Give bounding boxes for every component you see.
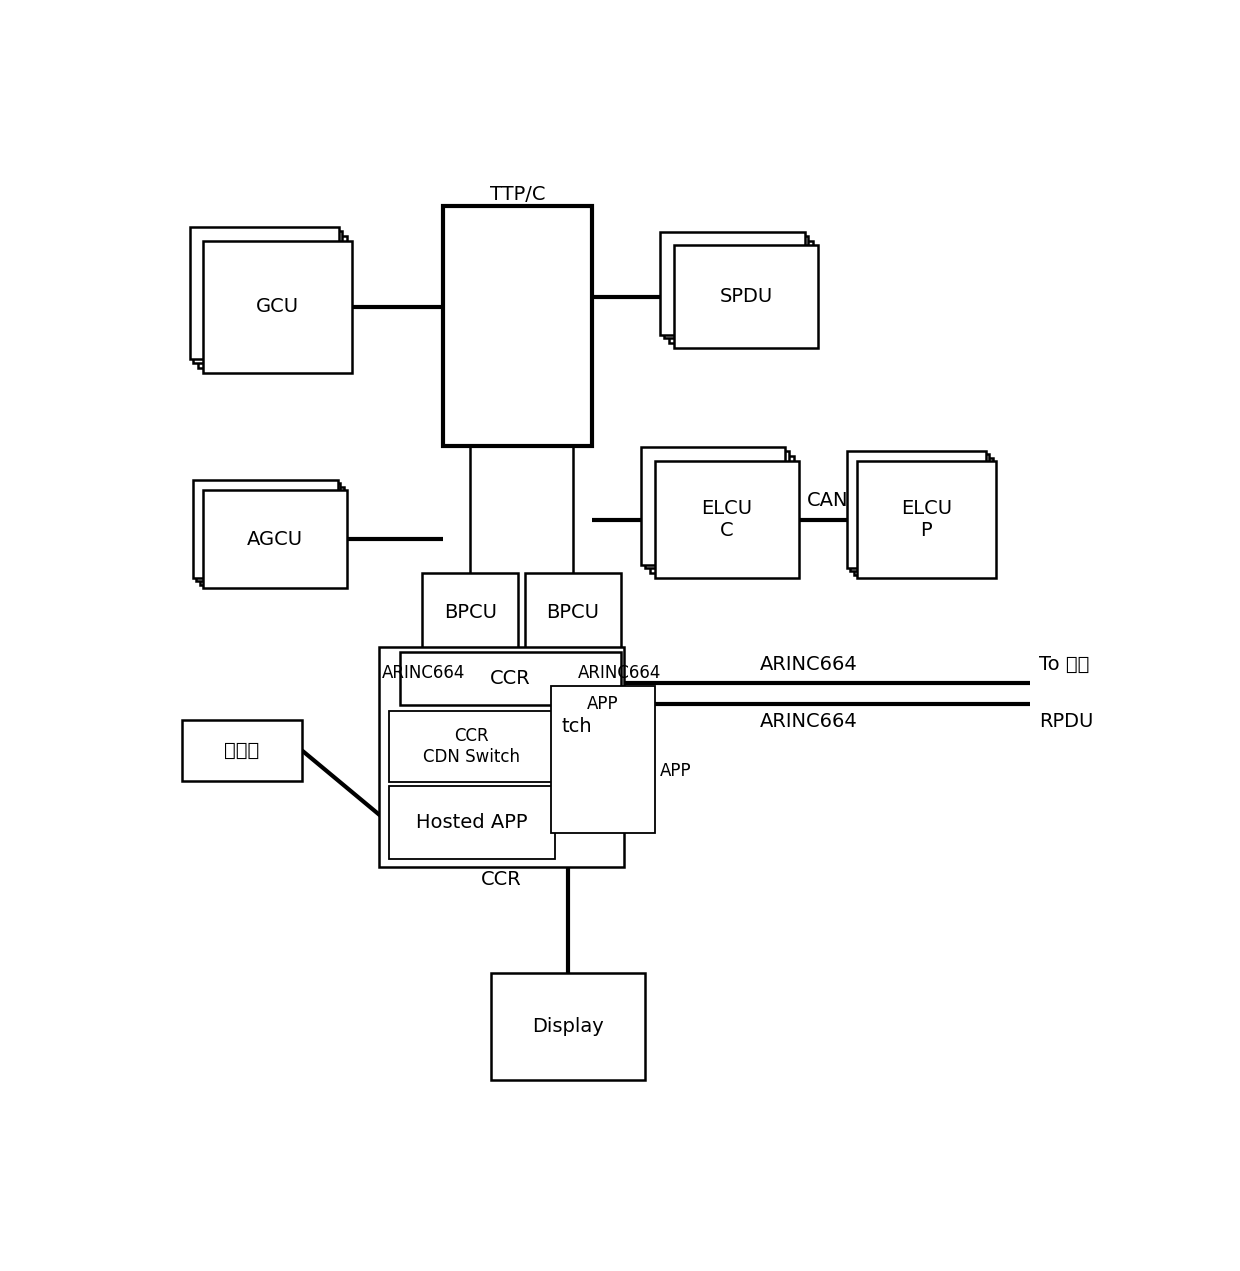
Bar <box>444 206 593 446</box>
Text: CAN: CAN <box>807 491 848 510</box>
Bar <box>655 461 799 578</box>
Bar <box>853 458 993 576</box>
Text: tch: tch <box>562 717 593 736</box>
Bar <box>193 231 342 364</box>
Text: Hosted APP: Hosted APP <box>415 813 527 833</box>
Text: ELCU
C: ELCU C <box>702 500 753 540</box>
Text: ELCU
P: ELCU P <box>900 500 952 540</box>
Text: SPDU: SPDU <box>719 287 773 306</box>
Bar <box>675 245 818 348</box>
Bar <box>190 228 339 358</box>
Text: AGCU: AGCU <box>247 530 304 549</box>
Bar <box>857 461 996 578</box>
Text: CCR
CDN Switch: CCR CDN Switch <box>423 727 520 766</box>
Bar <box>641 447 785 564</box>
Bar <box>379 647 624 867</box>
Bar <box>198 235 347 367</box>
Bar <box>203 491 347 588</box>
Bar <box>847 451 986 568</box>
Bar <box>388 785 554 859</box>
Text: ARINC664: ARINC664 <box>760 655 857 674</box>
Text: APP: APP <box>587 694 619 713</box>
Bar <box>650 456 794 573</box>
Bar <box>401 652 621 705</box>
Text: 传感器: 传感器 <box>224 741 259 760</box>
Bar <box>551 686 655 833</box>
Text: CCR: CCR <box>490 669 531 688</box>
Bar <box>491 972 645 1080</box>
Text: APP: APP <box>660 763 691 780</box>
Text: ARINC664: ARINC664 <box>382 665 465 683</box>
Bar <box>849 454 990 572</box>
Text: TTP/C: TTP/C <box>490 186 546 205</box>
Text: GCU: GCU <box>255 297 299 316</box>
Bar <box>665 235 808 338</box>
Bar <box>645 451 789 568</box>
Bar <box>200 487 345 585</box>
Bar <box>193 480 337 578</box>
Text: BPCU: BPCU <box>444 602 497 622</box>
Text: To 网关: To 网关 <box>1039 655 1090 674</box>
Text: Display: Display <box>532 1017 604 1036</box>
Text: CCR: CCR <box>481 871 522 890</box>
Text: ARINC664: ARINC664 <box>578 665 661 683</box>
Text: ARINC664: ARINC664 <box>760 712 857 731</box>
Bar <box>182 721 303 780</box>
Bar <box>670 240 813 343</box>
Text: RPDU: RPDU <box>1039 712 1094 731</box>
Bar <box>203 240 352 372</box>
Bar <box>525 573 621 652</box>
Text: BPCU: BPCU <box>547 602 599 622</box>
Bar <box>196 483 341 581</box>
Bar <box>661 231 805 334</box>
Bar <box>388 712 554 782</box>
Bar <box>422 573 518 652</box>
